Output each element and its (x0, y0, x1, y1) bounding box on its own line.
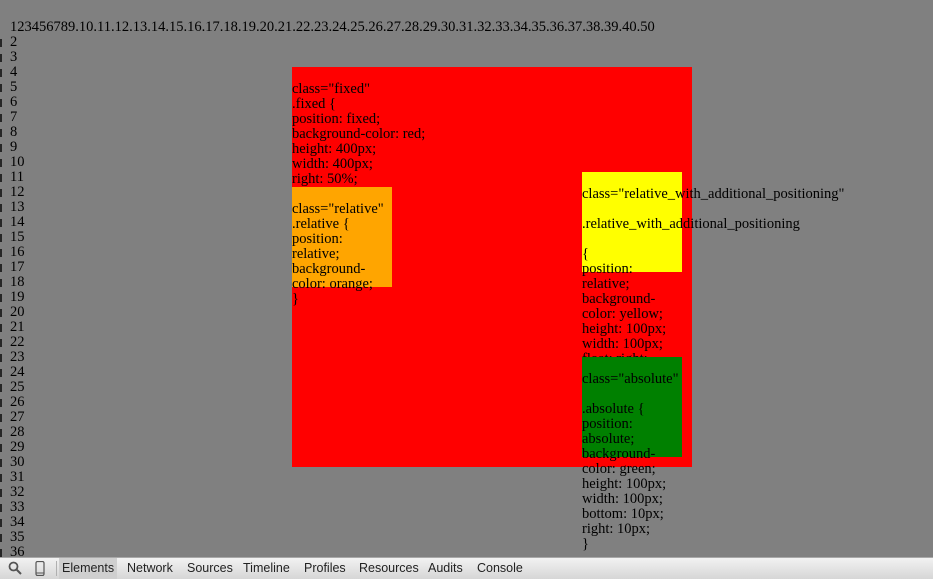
gutter-tick (0, 99, 2, 107)
tab-console[interactable]: Console (477, 561, 523, 575)
line-number: 36 (10, 544, 25, 560)
line-number: 29 (10, 439, 25, 455)
line-number: 25 (10, 379, 25, 395)
line-number: 12 (10, 184, 25, 200)
gutter-tick (0, 309, 2, 317)
gutter-tick (0, 249, 2, 257)
gutter-tick (0, 204, 2, 212)
line-number: 17 (10, 259, 25, 275)
line-number: 14 (10, 214, 25, 230)
gutter-tick (0, 399, 2, 407)
line-number: 7 (10, 109, 18, 125)
line-number: 32 (10, 484, 25, 500)
toolbar-divider (56, 561, 57, 576)
line-number: 33 (10, 499, 25, 515)
gutter-tick (0, 504, 2, 512)
gutter-tick (0, 264, 2, 272)
absolute-box: class="absolute" .absolute { position: a… (582, 357, 682, 552)
line-number: 34 (10, 514, 25, 530)
line-number: 2 (10, 34, 18, 50)
gutter-tick (0, 384, 2, 392)
line-number: 20 (10, 304, 25, 320)
tab-sources[interactable]: Sources (187, 561, 233, 575)
gutter-tick (0, 144, 2, 152)
tab-elements[interactable]: Elements (59, 558, 118, 579)
line-number: 10 (10, 154, 25, 170)
gutter-tick (0, 354, 2, 362)
gutter-tick (0, 84, 2, 92)
line-numbers-list: 2 3 4 5 6 7 8 9 10 11 12 13 14 15 16 17 18 19 20 21 22 23 24 25… (10, 35, 25, 560)
line-number: 15 (10, 229, 25, 245)
line-1-numbers: 123456789.10.11.12.13.14.15.16.17.18.19.… (10, 19, 655, 35)
gutter-tick (0, 189, 2, 197)
relative-box-text: class="relative" .relative { position: r… (292, 201, 384, 307)
line-number: 18 (10, 274, 25, 290)
mobile-device-icon[interactable] (34, 561, 46, 576)
gutter-tick (0, 414, 2, 422)
line-number: 8 (10, 124, 18, 140)
gutter-tick (0, 234, 2, 242)
gutter-tick (0, 279, 2, 287)
line-number: 5 (10, 79, 18, 95)
line-number: 21 (10, 319, 25, 335)
line-number: 3 (10, 49, 18, 65)
relative-positioning-selector: .relative_with_additional_positioning (582, 217, 800, 232)
line-number: 19 (10, 289, 25, 305)
line-number: 23 (10, 349, 25, 365)
line-number: 27 (10, 409, 25, 425)
relative-box: class="relative" .relative { position: r… (292, 187, 392, 307)
line-number: 24 (10, 364, 25, 380)
gutter-tick (0, 294, 2, 302)
gutter-tick (0, 369, 2, 377)
line-number: 11 (10, 169, 24, 185)
devtools-toolbar: Elements Network Sources Timeline Profiles Re… (0, 557, 933, 579)
search-icon[interactable] (8, 561, 22, 575)
line-number: 13 (10, 199, 25, 215)
fixed-box-text: class="fixed" .fixed { position: fixed; … (292, 81, 426, 202)
gutter-tick (0, 39, 2, 47)
line-number: 6 (10, 94, 18, 110)
line-number: 22 (10, 334, 25, 350)
tab-network[interactable]: Network (127, 561, 173, 575)
left-gutter (0, 0, 6, 572)
gutter-tick (0, 489, 2, 497)
line-number: 4 (10, 64, 18, 80)
line-number: 31 (10, 469, 25, 485)
absolute-box-text: .absolute { position: absolute; backgrou… (582, 401, 667, 552)
tab-timeline[interactable]: Timeline (243, 561, 290, 575)
gutter-tick (0, 339, 2, 347)
gutter-tick (0, 114, 2, 122)
gutter-tick (0, 324, 2, 332)
line-number: 16 (10, 244, 25, 260)
gutter-tick (0, 459, 2, 467)
gutter-tick (0, 519, 2, 527)
gutter-tick (0, 54, 2, 62)
line-number: 30 (10, 454, 25, 470)
tab-profiles[interactable]: Profiles (304, 561, 346, 575)
line-number: 26 (10, 394, 25, 410)
relative-positioning-class-label: class="relative_with_additional_position… (582, 186, 845, 202)
relative-with-additional-positioning-box: class="relative_with_additional_position… (582, 172, 845, 397)
gutter-tick (0, 429, 2, 437)
gutter-tick (0, 549, 2, 557)
line-number: 35 (10, 529, 25, 545)
gutter-tick (0, 444, 2, 452)
gutter-tick (0, 159, 2, 167)
tab-audits[interactable]: Audits (428, 561, 463, 575)
gutter-tick (0, 219, 2, 227)
gutter-tick (0, 534, 2, 542)
gutter-tick (0, 174, 2, 182)
line-number: 9 (10, 139, 18, 155)
gutter-tick (0, 69, 2, 77)
tab-resources[interactable]: Resources (359, 561, 419, 575)
line-number: 28 (10, 424, 25, 440)
absolute-class-label: class="absolute" (582, 371, 679, 387)
gutter-tick (0, 129, 2, 137)
gutter-tick (0, 474, 2, 482)
